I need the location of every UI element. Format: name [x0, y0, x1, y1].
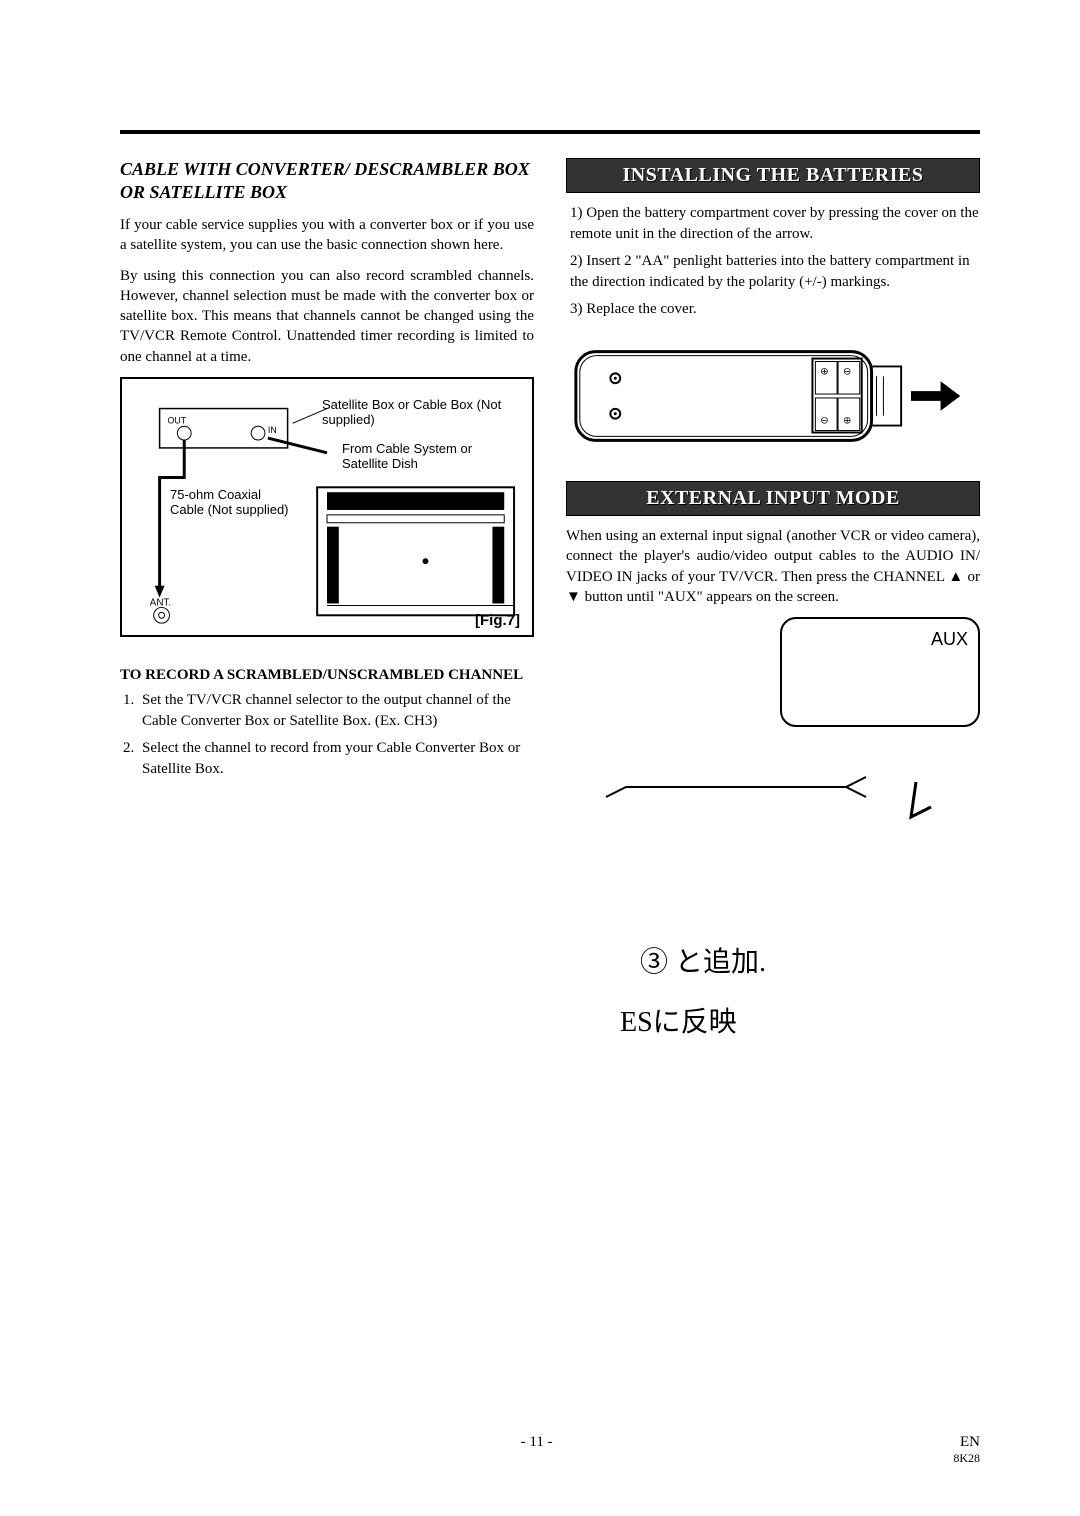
aux-display: AUX [780, 617, 980, 727]
handwriting-line2: ESに反映 [620, 1000, 737, 1040]
battery-steps: 1) Open the battery compartment cover by… [566, 203, 980, 320]
right-column: INSTALLING THE BATTERIES 1) Open the bat… [566, 158, 980, 852]
svg-text:⊕: ⊕ [843, 416, 851, 427]
left-heading: CABLE WITH CONVERTER/ DESCRAMBLER BOX OR… [120, 158, 534, 203]
left-p1: If your cable service supplies you with … [120, 215, 534, 256]
battery-step-2: 2) Insert 2 "AA" penlight batteries into… [566, 251, 980, 293]
svg-text:IN: IN [268, 425, 277, 435]
horizontal-rule [120, 130, 980, 134]
battery-step-3: 3) Replace the cover. [566, 299, 980, 320]
svg-text:⊖: ⊖ [820, 416, 828, 427]
fig-from-label: From Cable System or Satellite Dish [342, 441, 502, 471]
battery-step-1-text: Open the battery compartment cover by pr… [570, 205, 979, 242]
left-column: CABLE WITH CONVERTER/ DESCRAMBLER BOX OR… [120, 158, 534, 852]
record-step-2: Select the channel to record from your C… [138, 738, 534, 780]
svg-text:ANT.: ANT. [150, 597, 171, 608]
fig-coax-label: 75-ohm Coaxial Cable (Not supplied) [170, 487, 290, 517]
page-footer: - 11 - EN 8K28 [0, 1434, 1080, 1466]
fig-satellite-label: Satellite Box or Cable Box (Not supplied… [322, 397, 502, 427]
left-p2: By using this connection you can also re… [120, 266, 534, 367]
aux-label: AUX [931, 629, 968, 649]
figure-7: OUT IN ANT. [120, 377, 534, 637]
footer-right: EN 8K28 [953, 1434, 980, 1466]
page-number: - 11 - [521, 1434, 553, 1466]
handwriting-line1: ③ と追加. [640, 940, 766, 980]
two-column-layout: CABLE WITH CONVERTER/ DESCRAMBLER BOX OR… [120, 158, 980, 852]
record-heading: TO RECORD A SCRAMBLED/UNSCRAMBLED CHANNE… [120, 667, 534, 684]
battery-step-1: 1) Open the battery compartment cover by… [566, 203, 980, 245]
remote-diagram: ⊕ ⊖ ⊖ ⊕ [566, 336, 980, 456]
battery-step-2-text: Insert 2 "AA" penlight batteries into th… [570, 253, 970, 290]
external-input-text: When using an external input signal (ano… [566, 526, 980, 607]
svg-text:⊖: ⊖ [843, 366, 851, 377]
svg-text:⊕: ⊕ [820, 366, 828, 377]
fig-7-label: [Fig.7] [475, 612, 520, 629]
footer-code: 8K28 [953, 1451, 980, 1466]
external-input-header: EXTERNAL INPUT MODE [566, 481, 980, 516]
svg-text:OUT: OUT [167, 415, 186, 425]
battery-step-3-text: Replace the cover. [586, 301, 696, 317]
footer-en: EN [953, 1434, 980, 1451]
record-steps: Set the TV/VCR channel selector to the o… [120, 690, 534, 780]
record-step-1: Set the TV/VCR channel selector to the o… [138, 690, 534, 732]
handwriting-arrow [566, 767, 966, 847]
installing-batteries-header: INSTALLING THE BATTERIES [566, 158, 980, 193]
